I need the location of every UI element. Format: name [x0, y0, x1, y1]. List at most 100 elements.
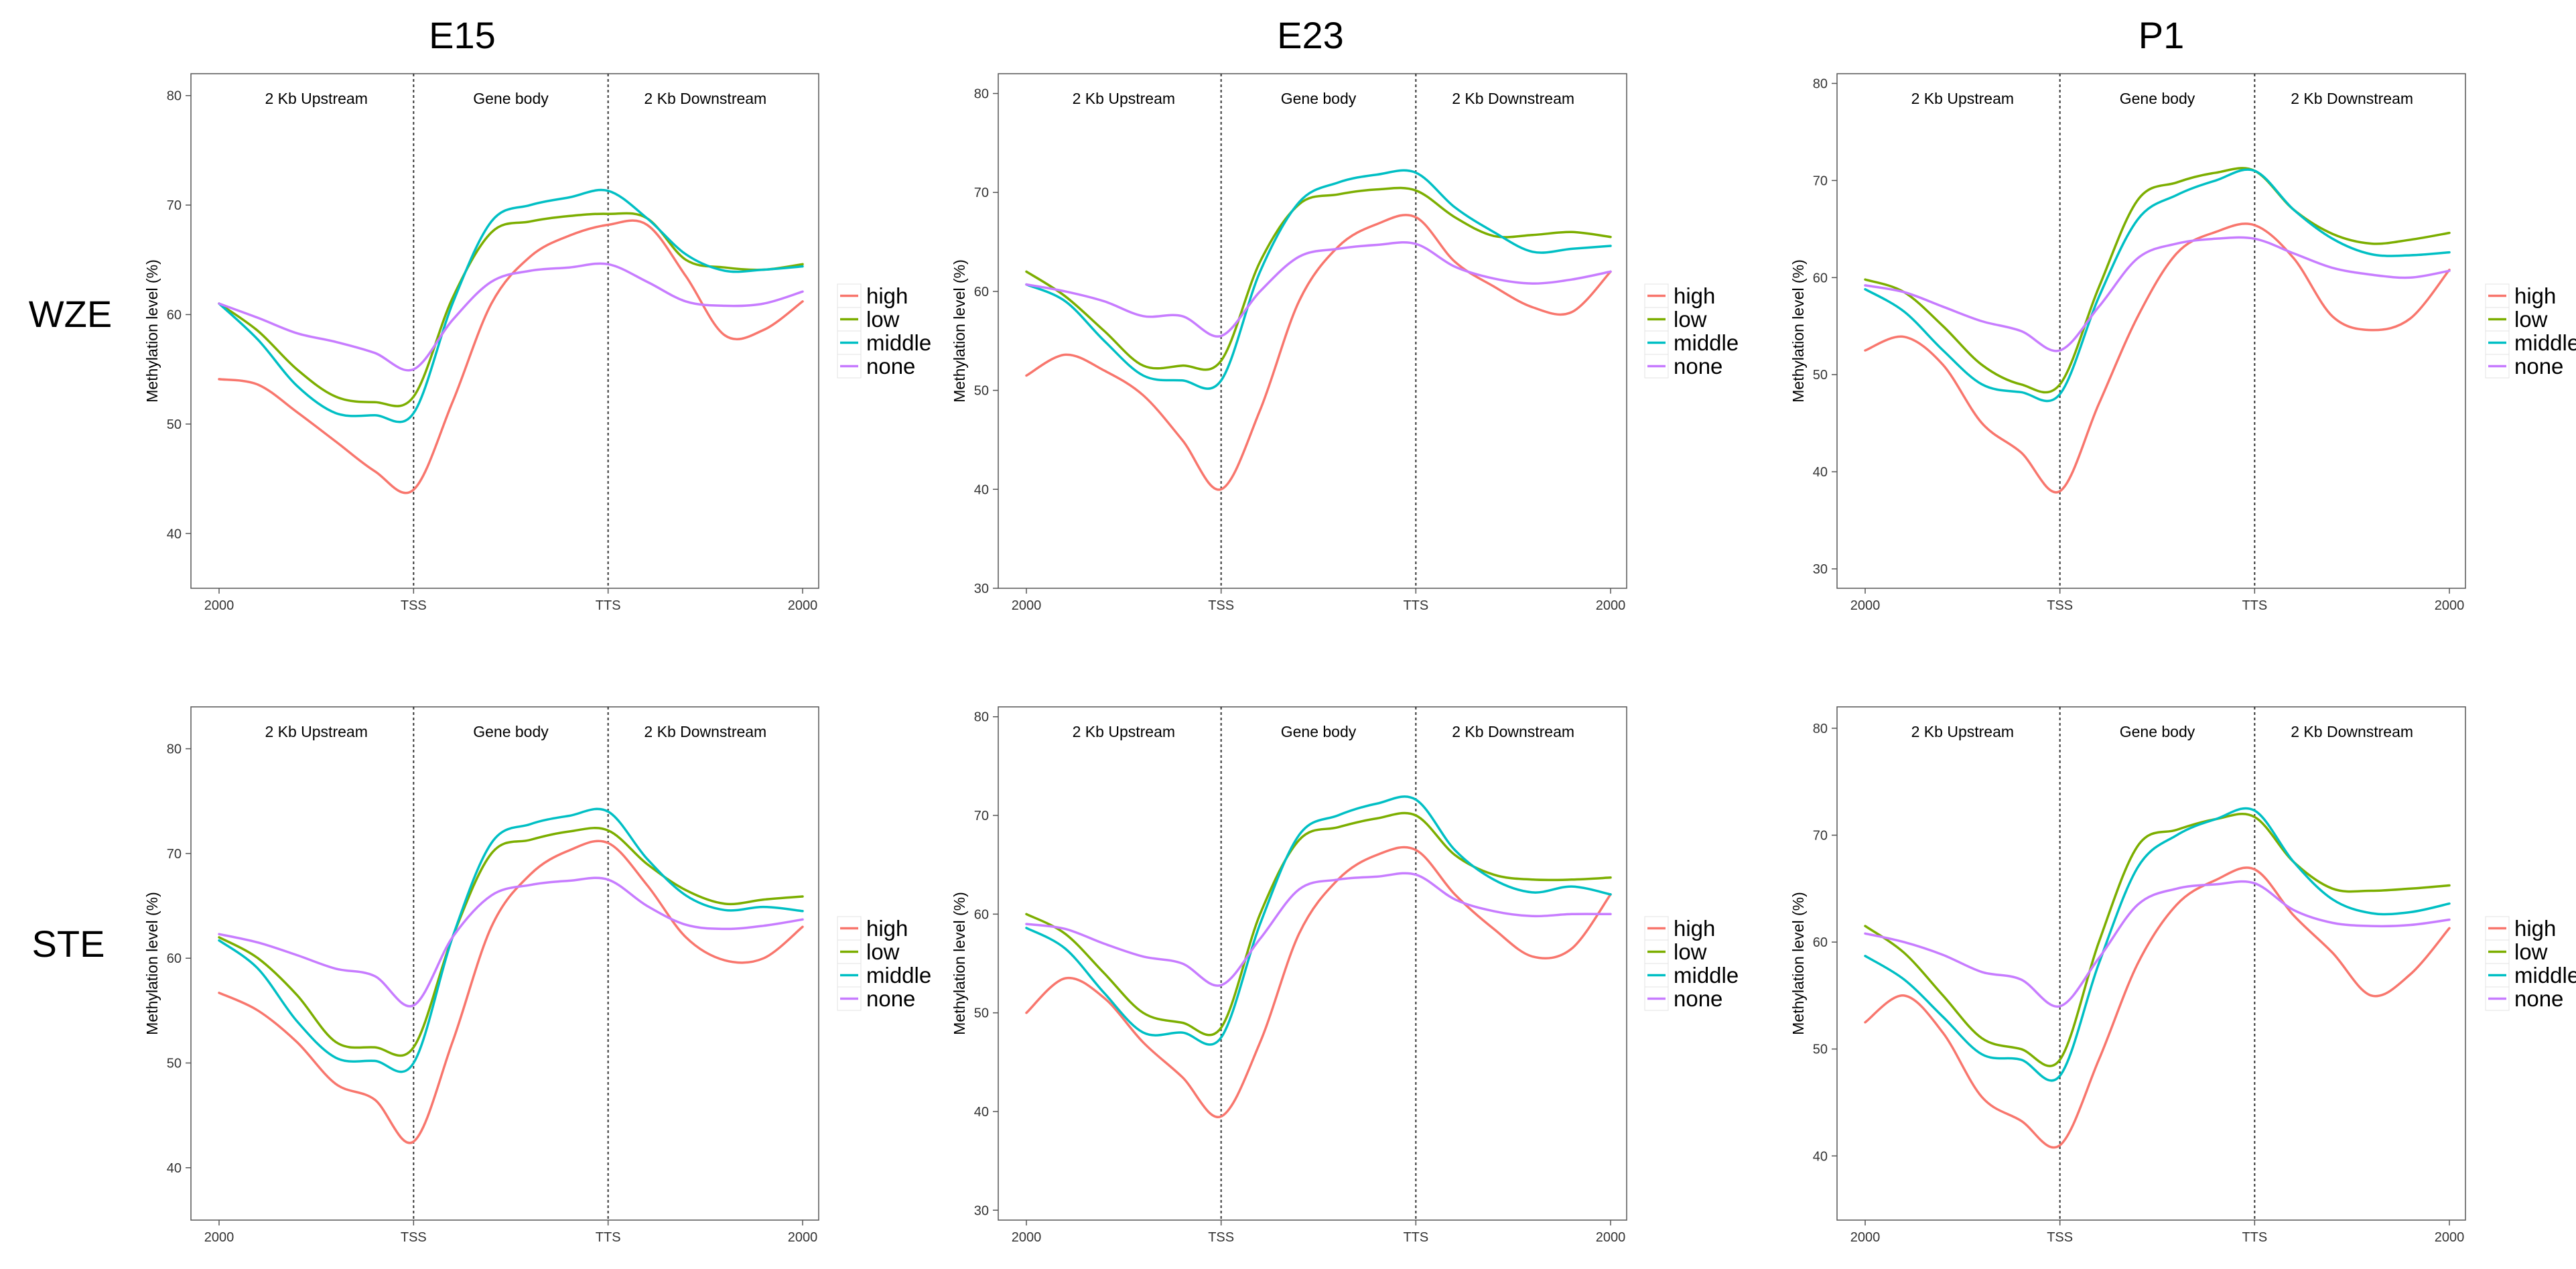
series-line-none: [218, 262, 804, 372]
legend-label-high: high: [866, 916, 908, 941]
row-title-wze: WZE: [29, 293, 112, 335]
row-title-ste: STE: [32, 923, 105, 965]
series-line-none: [1025, 241, 1612, 338]
panel-e15-ste: 2 Kb Upstream Gene body 2 Kb Downstream 40 5…: [143, 706, 931, 1245]
region-label: 2 Kb Upstream: [265, 723, 367, 740]
legend-label-none: none: [866, 354, 915, 379]
plot-frame: [1836, 706, 2466, 1221]
y-tick-label: 80: [1813, 76, 1828, 91]
x-tick-label: 2000: [204, 598, 234, 613]
legend-label-high: high: [866, 283, 908, 308]
y-tick-label: 60: [167, 308, 182, 322]
region-label: Gene body: [1281, 90, 1357, 107]
plot-frame: [998, 706, 1627, 1221]
region-label: 2 Kb Downstream: [1452, 90, 1574, 107]
y-tick-label: 60: [1813, 935, 1828, 950]
y-tick-label: 80: [974, 87, 989, 102]
legend-label-none: none: [2514, 986, 2563, 1011]
y-tick-label: 40: [1813, 1149, 1828, 1164]
region-label: Gene body: [473, 90, 549, 107]
legend-label-none: none: [1674, 354, 1722, 379]
y-tick-label: 50: [167, 417, 182, 432]
y-tick-label: 80: [167, 89, 182, 104]
x-tick-label: TSS: [2047, 598, 2073, 613]
x-tick-label: 2000: [788, 598, 818, 613]
series-line-low: [1864, 167, 2451, 394]
x-tick-label: 2000: [1012, 1230, 1042, 1245]
x-tick-label: TTS: [2242, 598, 2267, 613]
y-tick-label: 50: [1813, 1043, 1828, 1057]
x-tick-label: TSS: [1208, 598, 1234, 613]
y-tick-label: 50: [1813, 368, 1828, 383]
x-tick-label: 2000: [204, 1230, 234, 1245]
y-tick-label: 40: [974, 482, 989, 497]
y-tick-label: 50: [974, 384, 989, 399]
x-tick-label: TSS: [401, 1230, 427, 1245]
y-tick-label: 60: [167, 951, 182, 966]
region-label: 2 Kb Upstream: [1911, 723, 2014, 740]
legend-label-middle: middle: [2514, 330, 2576, 355]
region-label: Gene body: [473, 723, 549, 740]
y-tick-label: 30: [974, 1203, 989, 1218]
series-line-none: [1864, 880, 2451, 1008]
legend-label-middle: middle: [2514, 963, 2576, 988]
x-tick-label: TSS: [401, 598, 427, 613]
y-tick-label: 80: [974, 710, 989, 725]
legend-label-middle: middle: [866, 330, 931, 355]
x-tick-label: TTS: [596, 1230, 621, 1245]
series-line-low: [1864, 813, 2451, 1067]
y-tick-label: 80: [167, 742, 182, 757]
region-label: 2 Kb Upstream: [1073, 90, 1175, 107]
legend-label-low: low: [866, 939, 900, 964]
series-line-middle: [218, 807, 804, 1073]
y-tick-label: 60: [974, 907, 989, 922]
legend-label-high: high: [1674, 916, 1715, 941]
panel-p1-wze: 2 Kb Upstream Gene body 2 Kb Downstream 30 4…: [1789, 73, 2576, 613]
series-line-low: [1025, 811, 1612, 1037]
legend-label-middle: middle: [1674, 330, 1739, 355]
x-tick-label: 2000: [1596, 598, 1626, 613]
y-axis-label: Methylation level (%): [143, 892, 161, 1034]
legend-label-high: high: [1674, 283, 1715, 308]
region-label: 2 Kb Downstream: [644, 90, 766, 107]
series-line-none: [218, 876, 804, 1008]
legend-label-low: low: [866, 307, 900, 332]
x-tick-label: TTS: [1403, 1230, 1428, 1245]
region-label: Gene body: [2120, 723, 2195, 740]
x-tick-label: 2000: [2435, 1230, 2465, 1245]
series-line-middle: [1025, 169, 1612, 390]
x-tick-label: 2000: [1596, 1230, 1626, 1245]
x-tick-label: 2000: [1850, 1230, 1881, 1245]
region-label: 2 Kb Upstream: [1911, 90, 2014, 107]
y-tick-label: 30: [974, 582, 989, 596]
y-tick-label: 80: [1813, 722, 1828, 736]
legend-label-middle: middle: [866, 963, 931, 988]
panel-p1-ste: 2 Kb Upstream Gene body 2 Kb Downstream 40 5…: [1789, 706, 2576, 1245]
panel-e23-wze: 2 Kb Upstream Gene body 2 Kb Downstream 30 4…: [951, 73, 1739, 613]
legend-label-none: none: [866, 986, 915, 1011]
y-tick-label: 70: [167, 847, 182, 862]
y-axis-label: Methylation level (%): [1789, 892, 1807, 1034]
series-line-high: [218, 840, 804, 1144]
series-line-middle: [1025, 795, 1612, 1046]
plot-frame: [998, 73, 1627, 589]
y-tick-label: 50: [167, 1057, 182, 1071]
x-tick-label: 2000: [1850, 598, 1881, 613]
panel-e23-ste: 2 Kb Upstream Gene body 2 Kb Downstream 30 4…: [951, 706, 1739, 1245]
y-tick-label: 50: [974, 1006, 989, 1021]
region-label: 2 Kb Upstream: [265, 90, 367, 107]
legend-label-high: high: [2514, 916, 2556, 941]
region-label: Gene body: [2120, 90, 2195, 107]
series-line-high: [1864, 222, 2451, 494]
column-title-p1: P1: [2139, 14, 2185, 56]
y-tick-label: 40: [974, 1105, 989, 1120]
plot-frame: [190, 73, 819, 589]
y-tick-label: 70: [974, 809, 989, 823]
region-label: Gene body: [1281, 723, 1357, 740]
region-label: 2 Kb Downstream: [644, 723, 766, 740]
y-axis-label: Methylation level (%): [951, 892, 968, 1034]
series-line-high: [1864, 866, 2451, 1149]
y-tick-label: 40: [167, 1161, 182, 1176]
